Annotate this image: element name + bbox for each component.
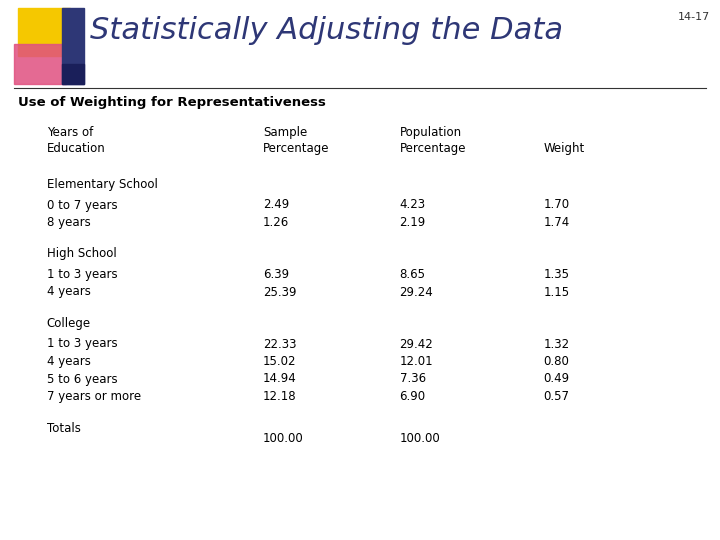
Text: 1.32: 1.32 [544,338,570,350]
Text: 12.18: 12.18 [263,390,297,403]
Text: 2.49: 2.49 [263,199,289,212]
Text: 1.74: 1.74 [544,216,570,229]
Text: 7 years or more: 7 years or more [47,390,141,403]
Text: 22.33: 22.33 [263,338,297,350]
Text: 14-17: 14-17 [678,12,710,22]
Text: 29.24: 29.24 [400,286,433,299]
Text: 0.49: 0.49 [544,373,570,386]
Text: 14.94: 14.94 [263,373,297,386]
Text: 100.00: 100.00 [263,432,304,445]
Text: 29.42: 29.42 [400,338,433,350]
Text: Years of: Years of [47,126,93,139]
Text: 0.57: 0.57 [544,390,570,403]
Text: 1.26: 1.26 [263,216,289,229]
Text: 7.36: 7.36 [400,373,426,386]
Text: Use of Weighting for Representativeness: Use of Weighting for Representativeness [18,96,326,109]
Text: Elementary School: Elementary School [47,178,158,191]
Text: 4 years: 4 years [47,355,91,368]
Text: High School: High School [47,247,117,260]
Text: 5 to 6 years: 5 to 6 years [47,373,117,386]
Text: 0.80: 0.80 [544,355,570,368]
Text: 15.02: 15.02 [263,355,297,368]
Text: 2.19: 2.19 [400,216,426,229]
Bar [62,64,84,84]
Text: 6.39: 6.39 [263,268,289,281]
Text: 0 to 7 years: 0 to 7 years [47,199,117,212]
Text: Statistically Adjusting the Data: Statistically Adjusting the Data [90,16,563,45]
Bar [14,44,66,84]
Text: 6.90: 6.90 [400,390,426,403]
Text: 4.23: 4.23 [400,199,426,212]
Text: Percentage: Percentage [263,142,329,155]
Text: Weight: Weight [544,142,585,155]
Text: 1.70: 1.70 [544,199,570,212]
Bar [18,8,70,56]
Text: Totals: Totals [47,422,81,435]
Text: 1 to 3 years: 1 to 3 years [47,268,117,281]
Text: 1.15: 1.15 [544,286,570,299]
Text: 1 to 3 years: 1 to 3 years [47,338,117,350]
Text: 8.65: 8.65 [400,268,426,281]
Text: College: College [47,317,91,330]
Text: Education: Education [47,142,106,155]
Text: Population: Population [400,126,462,139]
Text: 25.39: 25.39 [263,286,297,299]
Text: 4 years: 4 years [47,286,91,299]
Text: Sample: Sample [263,126,307,139]
Bar [62,8,84,84]
Text: Percentage: Percentage [400,142,466,155]
Text: 1.35: 1.35 [544,268,570,281]
Text: 8 years: 8 years [47,216,91,229]
Text: 100.00: 100.00 [400,432,441,445]
Text: 12.01: 12.01 [400,355,433,368]
